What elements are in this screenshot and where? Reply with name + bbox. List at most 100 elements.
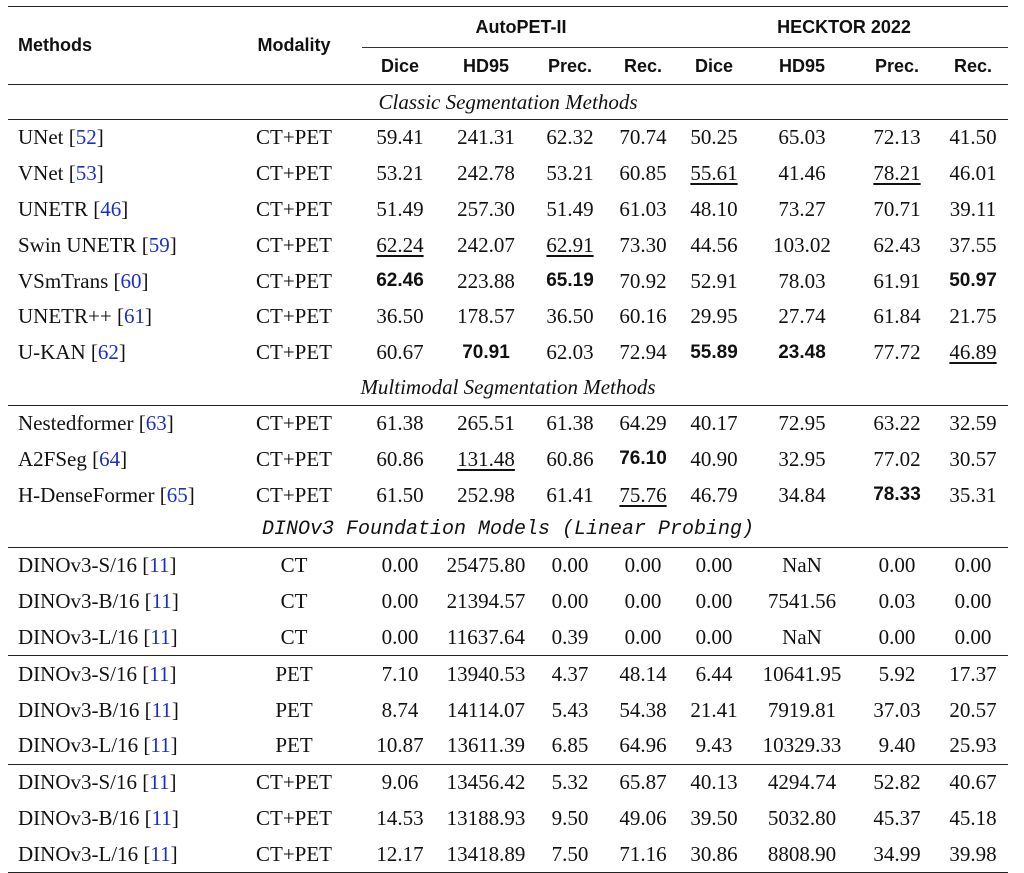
metric-value: 61.03 <box>619 196 667 221</box>
metric-value: 63.22 <box>873 410 921 435</box>
metric-value: 0.00 <box>551 589 589 614</box>
citation-link[interactable]: 11 <box>151 697 172 722</box>
metric-value: 51.49 <box>546 196 594 221</box>
metric-header: HD95 <box>748 47 856 85</box>
citation-link[interactable]: 62 <box>97 340 119 365</box>
modality-cell: CT+PET <box>226 763 362 801</box>
results-body: Classic Segmentation Methods UNet [52] CT+… <box>8 84 1009 873</box>
citation-link[interactable]: 11 <box>149 553 170 578</box>
metric-value: 49.06 <box>619 805 667 830</box>
metric-value: 52.82 <box>856 763 938 801</box>
metric-value: 78.03 <box>778 268 826 293</box>
metric-value: 0.00 <box>381 624 419 649</box>
citation-link[interactable]: 59 <box>148 232 170 257</box>
metric-value: 223.88 <box>457 268 515 293</box>
method-label: UNet <box>18 125 64 150</box>
metric-value: 65.87 <box>606 763 680 801</box>
metric-value: 62.32 <box>546 125 594 150</box>
method-name: DINOv3-L/16 [11] <box>18 624 178 649</box>
citation-link[interactable]: 11 <box>150 841 171 866</box>
method-name: DINOv3-B/16 [11] <box>18 589 179 614</box>
metric-value: 55.89 <box>690 341 738 363</box>
metric-value: 0.00 <box>954 553 992 578</box>
metric-value: 44.56 <box>690 232 738 257</box>
metric-value: 70.74 <box>619 125 667 150</box>
method-label: DINOv3-B/16 <box>18 805 140 830</box>
metric-header: Prec. <box>534 47 606 85</box>
metric-value: 61.84 <box>873 304 921 329</box>
citation-link[interactable]: 64 <box>99 446 121 471</box>
metric-value: 0.00 <box>695 624 733 649</box>
metric-value: 0.00 <box>878 553 916 578</box>
table-row: DINOv3-L/16 [11] PET 10.87 13611.39 6.85 64.9… <box>8 728 1008 764</box>
metric-value: 25.93 <box>949 733 997 758</box>
citation-link[interactable]: 11 <box>151 589 172 614</box>
citation-link[interactable]: 53 <box>75 161 97 186</box>
citation-link[interactable]: 61 <box>123 304 145 329</box>
citation-link[interactable]: 11 <box>151 805 172 830</box>
metric-value: 50.25 <box>690 125 738 150</box>
table-row: A2FSeg [64] CT+PET 60.86 131.48 60.86 76.10 40… <box>8 441 1008 477</box>
table-row: DINOv3-S/16 [11] CT 0.00 25475.80 0.00 0.00 0.… <box>8 547 1008 583</box>
citation-link[interactable]: 65 <box>166 482 188 507</box>
metric-value: 13418.89 <box>438 836 534 873</box>
method-name: VNet [53] <box>18 161 104 186</box>
metric-value: 70.91 <box>462 341 510 363</box>
metric-value: 241.31 <box>457 125 515 150</box>
citation-link[interactable]: 60 <box>120 268 142 293</box>
citation-link[interactable]: 52 <box>75 125 97 150</box>
metric-value: 0.00 <box>624 624 662 649</box>
method-label: Swin UNETR <box>18 232 137 257</box>
method-label: U-KAN <box>18 340 86 365</box>
metric-value: 59.41 <box>376 125 424 150</box>
metric-value: 0.00 <box>624 589 662 614</box>
metric-value: 7919.81 <box>767 697 837 722</box>
modality-cell: PET <box>226 655 362 693</box>
metric-value: 46.79 <box>690 482 738 507</box>
metric-value: 60.86 <box>376 446 424 471</box>
metric-value: 64.29 <box>619 410 667 435</box>
method-name: H-DenseFormer [65] <box>18 482 195 507</box>
metric-value: 9.50 <box>551 805 589 830</box>
method-name: DINOv3-B/16 [11] <box>18 805 179 830</box>
modality-cell: CT <box>280 624 308 649</box>
method-name: DINOv3-B/16 [11] <box>18 697 179 722</box>
citation-link[interactable]: 46 <box>100 196 122 221</box>
results-table: Methods Modality AutoPET-II HECKTOR 2022… <box>8 6 1009 873</box>
method-name: Swin UNETR [59] <box>18 232 177 257</box>
method-name: A2FSeg [64] <box>18 446 128 471</box>
metric-value: 257.30 <box>457 196 515 221</box>
metric-value: 13940.53 <box>438 655 534 693</box>
citation-link[interactable]: 11 <box>150 733 171 758</box>
modality-cell: CT+PET <box>255 232 332 257</box>
citation-link[interactable]: 11 <box>149 770 170 795</box>
citation-link[interactable]: 11 <box>150 624 171 649</box>
metric-value: 29.95 <box>690 304 738 329</box>
metric-value: 61.41 <box>546 482 594 507</box>
modality-cell: CT+PET <box>255 446 332 471</box>
table-row: DINOv3-B/16 [11] CT+PET 14.53 13188.93 9.50 4… <box>8 801 1008 837</box>
metric-value: 34.84 <box>778 482 826 507</box>
citation-link[interactable]: 63 <box>145 410 167 435</box>
metric-value: 52.91 <box>690 268 738 293</box>
metric-value: 9.06 <box>362 763 438 801</box>
metric-value: 61.38 <box>546 410 594 435</box>
metric-value: 70.71 <box>873 196 921 221</box>
metric-value: 265.51 <box>457 410 515 435</box>
modality-header: Modality <box>226 6 362 85</box>
metric-value: 4294.74 <box>748 763 856 801</box>
metric-value: 4.37 <box>534 655 606 693</box>
method-label: DINOv3-B/16 <box>18 697 140 722</box>
metric-value: 0.03 <box>878 589 916 614</box>
table-row: DINOv3-L/16 [11] CT+PET 12.17 13418.89 7.50 7… <box>8 836 1009 873</box>
autopet-header: AutoPET-II <box>362 6 680 48</box>
method-name: DINOv3-L/16 [11] <box>18 733 178 758</box>
modality-cell: CT+PET <box>255 196 332 221</box>
metric-value: 14114.07 <box>447 697 525 722</box>
citation-link[interactable]: 11 <box>149 661 170 686</box>
modality-cell: CT <box>280 553 308 578</box>
metric-value: 78.21 <box>873 161 921 186</box>
metric-value: 40.90 <box>690 446 738 471</box>
modality-cell: CT+PET <box>255 805 332 830</box>
metric-value: 0.00 <box>954 624 992 649</box>
